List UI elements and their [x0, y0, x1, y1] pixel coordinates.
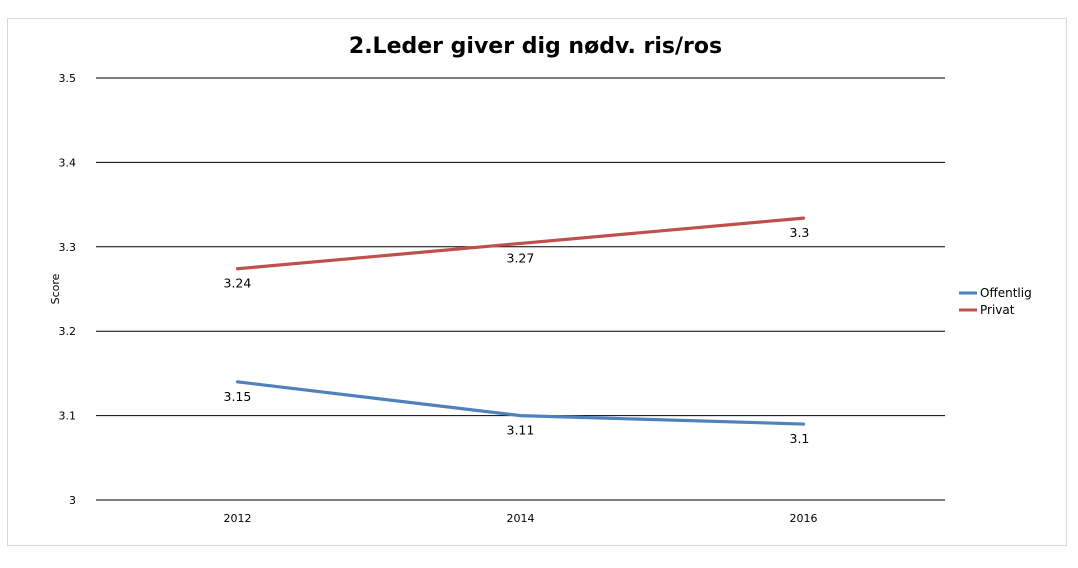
- chart-title: 2.Leder giver dig nødv. ris/ros: [349, 34, 722, 59]
- x-tick-label: 2014: [507, 512, 535, 525]
- series-line-offentlig: [235, 380, 806, 426]
- x-tick-label: 2012: [224, 512, 252, 525]
- y-tick-label: 3.3: [59, 241, 77, 254]
- data-labels: 3.15 3.11 3.1 3.24 3.27 3.3: [224, 225, 810, 446]
- legend-label: Offentlig: [980, 286, 1032, 300]
- y-tick-label: 3.2: [59, 325, 77, 338]
- data-label: 3.11: [507, 423, 535, 438]
- data-label: 3.15: [224, 389, 252, 404]
- series-lines: [235, 216, 806, 426]
- y-axis-label: Score: [49, 273, 62, 304]
- data-label: 3.24: [224, 276, 252, 291]
- data-label: 3.27: [507, 250, 535, 265]
- gridlines: [96, 77, 945, 501]
- y-tick-label: 3.4: [59, 156, 77, 169]
- x-tick-label: 2016: [790, 512, 818, 525]
- y-axis-ticks: 3 3.1 3.2 3.3 3.4 3.5: [59, 72, 77, 507]
- legend-label: Privat: [980, 303, 1015, 317]
- data-label: 3.1: [790, 431, 810, 446]
- line-chart: 2.Leder giver dig nødv. ris/ros Score 33…: [49, 34, 1032, 525]
- x-axis-ticks: 2012 2014 2016: [224, 512, 818, 525]
- y-tick-label: 3.5: [59, 72, 77, 85]
- data-label: 3.3: [790, 225, 810, 240]
- y-tick-label: 3.1: [59, 410, 77, 423]
- y-tick-label: 3: [69, 494, 76, 507]
- legend: Offentlig Privat: [959, 286, 1032, 317]
